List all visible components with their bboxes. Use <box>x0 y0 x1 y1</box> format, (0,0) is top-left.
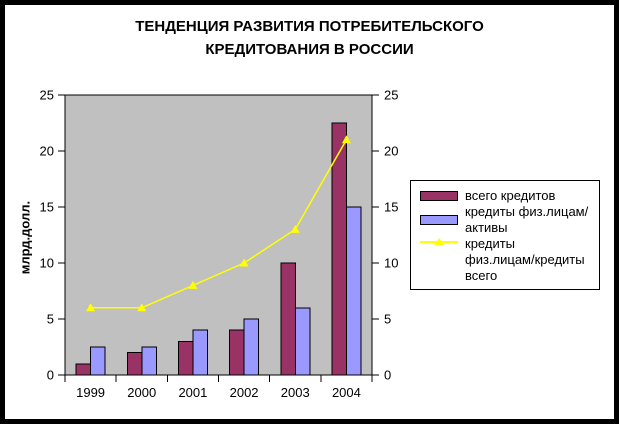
bar-series2 <box>243 318 260 376</box>
bar-series2 <box>345 206 362 376</box>
y-tick-label-right: 0 <box>384 368 391 383</box>
y-tick-label-left: 15 <box>40 200 54 215</box>
legend-swatch-line-marker <box>420 236 458 248</box>
bar-series1 <box>280 262 296 376</box>
legend-label-total-credits: всего кредитов <box>465 188 556 203</box>
y-axis-title: млрд.долл. <box>17 200 33 275</box>
bar-series2 <box>294 307 311 376</box>
bar-series1 <box>126 352 143 376</box>
line-marker-triangle <box>239 258 249 267</box>
bar-series2 <box>141 346 157 376</box>
legend-label-credits-share: кредиты физ.лицам/кредиты всего <box>465 236 585 283</box>
y-tick-label-right: 10 <box>384 256 398 271</box>
x-tick-label: 2002 <box>230 385 259 400</box>
line-series <box>90 139 348 309</box>
bar-series2 <box>90 346 106 376</box>
chart-title-line1: ТЕНДЕНЦИЯ РАЗВИТИЯ ПОТРЕБИТЕЛЬСКОГО <box>135 18 484 35</box>
plot-area <box>64 94 373 376</box>
chart-title-line2: КРЕДИТОВАНИЯ В РОССИИ <box>205 41 414 58</box>
bar-series1 <box>75 363 92 376</box>
line-marker-triangle <box>290 224 300 233</box>
chart-plot-canvas: 0 0 5 5 10 10 15 15 20 20 25 25 1999 2000 2001 2002 2003… <box>40 88 399 401</box>
bar-series1 <box>229 329 245 376</box>
y-tick-label-right: 25 <box>384 88 398 103</box>
chart-title: ТЕНДЕНЦИЯ РАЗВИТИЯ ПОТРЕБИТЕЛЬСКОГО КРЕД… <box>5 15 614 61</box>
legend-swatch-credits-assets <box>420 215 458 225</box>
line-marker-triangle <box>86 303 96 312</box>
y-tick-label-right: 5 <box>384 312 391 327</box>
line-marker-triangle <box>341 135 351 144</box>
y-tick-label-left: 5 <box>47 312 54 327</box>
legend-item-credits-share: кредиты физ.лицам/кредиты всего <box>420 236 595 284</box>
bar-series2 <box>192 329 208 376</box>
x-tick-label: 2001 <box>178 385 207 400</box>
bar-series1 <box>177 340 194 376</box>
y-tick-label-right: 15 <box>384 200 398 215</box>
y-tick-label-right: 20 <box>384 144 398 159</box>
legend: всего кредитов кредиты физ.лицам/активы … <box>410 180 600 290</box>
y-tick-label-left: 0 <box>47 368 54 383</box>
legend-label-credits-assets: кредиты физ.лицам/активы <box>465 204 589 235</box>
legend-item-credits-assets: кредиты физ.лицам/активы <box>420 204 595 236</box>
x-tick-label: 1999 <box>76 385 105 400</box>
legend-triangle-marker-icon <box>434 238 444 245</box>
legend-swatch-total-credits <box>420 191 458 201</box>
y-tick-label-left: 25 <box>40 88 54 103</box>
x-tick-label: 2004 <box>332 385 361 400</box>
legend-item-total-credits: всего кредитов <box>420 188 595 204</box>
line-marker-triangle <box>188 280 198 289</box>
y-tick-label-left: 10 <box>40 256 54 271</box>
y-tick-label-left: 20 <box>40 144 54 159</box>
line-marker-triangle <box>137 303 147 312</box>
x-tick-label: 2003 <box>281 385 310 400</box>
x-tick-label: 2000 <box>127 385 156 400</box>
